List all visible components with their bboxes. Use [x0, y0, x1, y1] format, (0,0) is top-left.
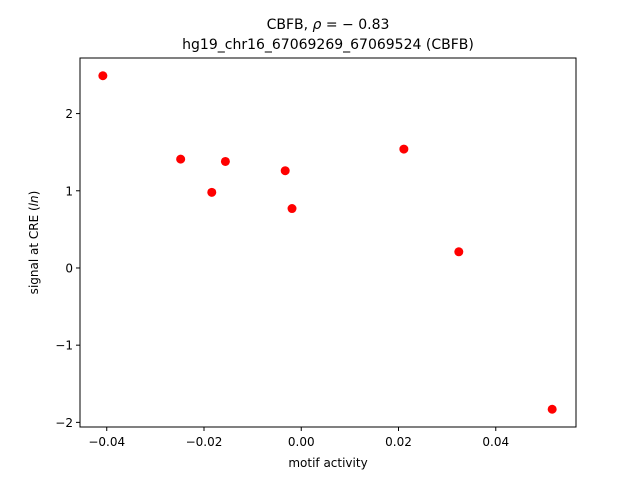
- scatter-point: [98, 71, 108, 81]
- y-tick-label: 2: [65, 107, 73, 121]
- y-tick-label: 0: [65, 261, 73, 275]
- y-tick-label: 1: [65, 184, 73, 198]
- scatter-point: [176, 154, 186, 164]
- scatter-point: [287, 204, 297, 214]
- plot-area-frame: [79, 57, 577, 428]
- x-tick-label: 0.04: [482, 435, 509, 449]
- chart-subtitle: hg19_chr16_67069269_67069524 (CBFB): [182, 37, 474, 53]
- y-tick-label: −1: [55, 339, 73, 353]
- chart-title: CBFB, ρ = − 0.83: [267, 17, 390, 33]
- scatter-point: [399, 144, 409, 154]
- x-tick-label: −0.02: [186, 435, 223, 449]
- x-axis-label: motif activity: [288, 456, 367, 470]
- y-axis-ticks: −2 −1 0 1 2: [55, 107, 80, 430]
- x-axis-ticks: −0.04 −0.02 0.00 0.02 0.04: [88, 427, 509, 449]
- scatter-point: [547, 404, 557, 414]
- y-axis-label: signal at CRE (ln): [27, 191, 41, 295]
- y-tick-label: −2: [55, 416, 73, 430]
- scatter-point: [207, 187, 217, 197]
- scatter-point: [454, 247, 464, 257]
- x-tick-label: 0.02: [385, 435, 412, 449]
- scatter-point: [280, 166, 290, 176]
- x-tick-label: 0.00: [288, 435, 315, 449]
- data-points: [98, 71, 557, 414]
- x-tick-label: −0.04: [88, 435, 125, 449]
- scatter-point: [220, 156, 230, 166]
